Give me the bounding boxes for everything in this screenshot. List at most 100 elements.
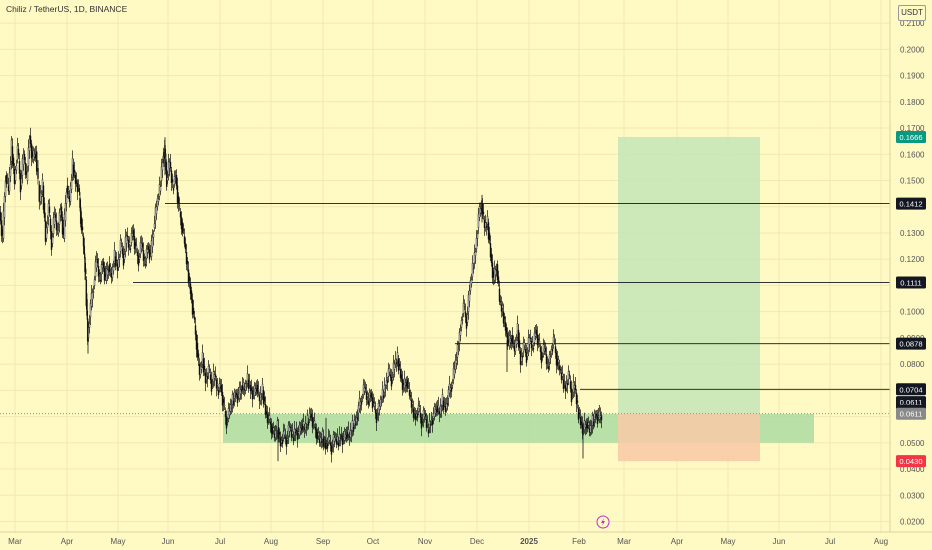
candle-body [441, 394, 444, 406]
candle-body [414, 413, 417, 420]
price-label-text: 0.0611 [900, 410, 923, 419]
price-label: 0.1412 [896, 197, 926, 210]
price-label: 0.0878 [896, 337, 926, 350]
candle-body [472, 268, 475, 270]
candle-body [307, 421, 310, 426]
x-tick-label: Nov [418, 537, 432, 546]
candle-body [276, 420, 279, 431]
price-label-text: 0.1666 [899, 133, 922, 142]
candle-body [591, 415, 594, 426]
candle-body [565, 383, 568, 388]
candle-body [431, 419, 434, 425]
candle-body [537, 338, 540, 341]
candle-body [84, 268, 87, 275]
candle-body [195, 334, 198, 350]
candle-body [269, 421, 272, 425]
candle-body [81, 226, 84, 231]
candle-body [150, 240, 153, 257]
candle-body [335, 439, 338, 445]
candle-body [63, 214, 66, 239]
candle-body [428, 421, 431, 428]
candle-body [418, 406, 421, 409]
x-tick-label: Oct [367, 537, 380, 546]
candle-body [245, 386, 248, 388]
price-label-box [896, 407, 926, 420]
candle-body [211, 384, 214, 386]
candle-body [246, 373, 249, 384]
candle-body [97, 265, 100, 277]
candle-body [394, 359, 397, 365]
candle-body [67, 189, 70, 192]
candle-body [75, 180, 78, 184]
candle-body [526, 353, 529, 357]
x-tick-label: Jun [162, 537, 175, 546]
price-label-box [896, 337, 926, 350]
candle-body [596, 415, 599, 424]
candle-body [218, 383, 221, 389]
candle-body [257, 389, 260, 391]
candle-body [306, 415, 309, 425]
candle-body [98, 272, 101, 275]
candle-body [546, 360, 549, 362]
candle-body [234, 395, 237, 397]
candle-body [488, 232, 491, 241]
candle-body [496, 264, 499, 281]
candle-body [155, 206, 158, 214]
candle-body [514, 340, 517, 352]
candle-body [553, 340, 556, 342]
currency-button[interactable]: USDT [898, 5, 926, 21]
price-label-box [896, 383, 926, 396]
candle-body [96, 258, 99, 264]
candle-body [395, 362, 398, 364]
candle-body [557, 359, 560, 363]
candle-body [169, 161, 172, 168]
candle-body [176, 185, 179, 203]
x-tick-label: Sep [316, 537, 331, 546]
candle-body [134, 242, 137, 246]
candle-body [374, 409, 377, 414]
candle-body [538, 341, 541, 344]
candle-body [451, 382, 454, 386]
y-tick-label: 0.1300 [900, 229, 925, 238]
candle-body [384, 388, 387, 390]
candle-body [314, 426, 317, 430]
candle-body [457, 349, 460, 352]
y-tick-label: 0.1200 [900, 255, 925, 264]
candle-body [446, 403, 449, 405]
candle-body [171, 179, 174, 183]
candle-body [194, 325, 197, 335]
candle-body [241, 384, 244, 391]
candle-body [491, 262, 494, 278]
candle-body [15, 165, 18, 171]
candle-body [49, 218, 52, 232]
candle-body [262, 390, 265, 404]
candle-body [40, 193, 43, 197]
candle-body [498, 288, 501, 302]
candle-body [421, 421, 424, 423]
candle-body [236, 394, 239, 403]
candle-body [17, 148, 20, 156]
candle-body [439, 406, 442, 415]
candle-body [77, 185, 80, 187]
candle-body [0, 220, 3, 236]
candle-body [209, 374, 212, 381]
candle-body [341, 436, 344, 445]
candle-body [437, 404, 440, 409]
candle-body [29, 135, 32, 144]
candle-body [99, 279, 102, 282]
price-label: 0.1111 [896, 276, 926, 289]
candle-body [504, 321, 507, 331]
candle-body [302, 421, 305, 427]
y-tick-label: 0.0500 [900, 439, 925, 448]
candle-body [357, 405, 360, 414]
chart-title: Chiliz / TetherUS, 1D, BINANCE [6, 4, 128, 14]
candle-body [465, 316, 468, 329]
x-tick-label: Aug [874, 537, 888, 546]
candle-body [183, 236, 186, 244]
candle-body [184, 243, 187, 250]
candle-body [534, 332, 537, 337]
candle-body [178, 205, 181, 207]
candle-body [175, 175, 178, 186]
